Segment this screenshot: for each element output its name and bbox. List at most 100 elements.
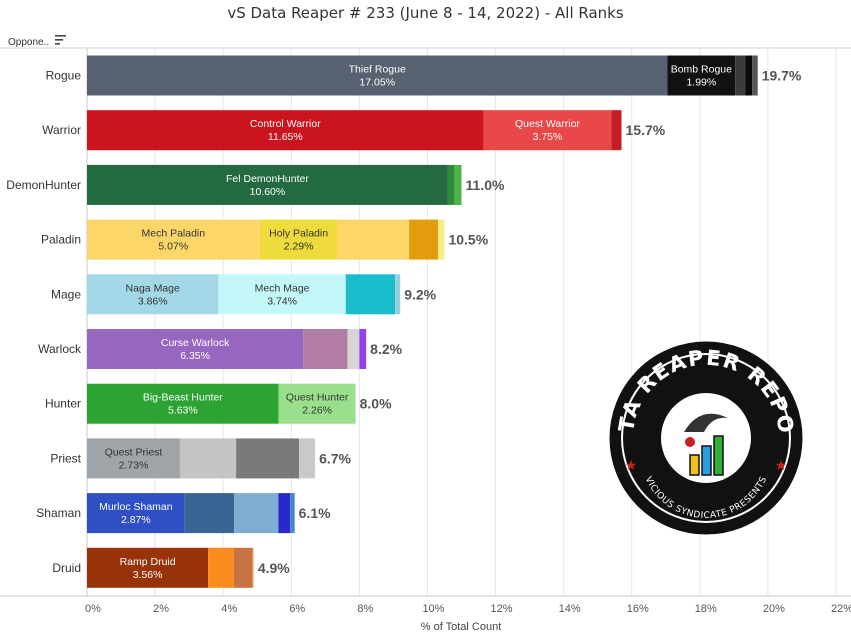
segment-value-label: 3.56% bbox=[133, 569, 163, 581]
segment-value-label: 1.99% bbox=[686, 77, 716, 89]
bar-segment[interactable] bbox=[236, 438, 300, 479]
segment-value-label: 6.35% bbox=[180, 350, 210, 362]
segment-value-label: 2.87% bbox=[121, 514, 151, 526]
bar-segment[interactable] bbox=[87, 274, 219, 315]
bar-segment[interactable] bbox=[667, 55, 736, 96]
segment-value-label: 5.07% bbox=[158, 241, 188, 253]
bar-segment[interactable] bbox=[409, 219, 439, 260]
segment-name-label: Thief Rogue bbox=[349, 64, 406, 76]
bar-segment[interactable] bbox=[179, 438, 237, 479]
bar-segment[interactable] bbox=[345, 274, 396, 315]
bar-segment[interactable] bbox=[278, 493, 291, 534]
segment-value-label: 5.63% bbox=[168, 405, 198, 417]
bar-segment[interactable] bbox=[252, 547, 254, 588]
bar-segment[interactable] bbox=[752, 55, 758, 96]
segment-value-label: 3.86% bbox=[138, 295, 168, 307]
bar-segment[interactable] bbox=[87, 164, 448, 205]
category-label: Hunter bbox=[45, 397, 81, 411]
category-label: Paladin bbox=[41, 233, 81, 247]
bar-segment[interactable] bbox=[87, 329, 304, 369]
bar-segment[interactable] bbox=[87, 55, 668, 96]
bar-segment[interactable] bbox=[184, 493, 235, 534]
bar-segment[interactable] bbox=[483, 110, 612, 151]
segment-name-label: Quest Hunter bbox=[286, 392, 349, 404]
segment-value-label: 3.75% bbox=[533, 131, 563, 143]
svg-text:★: ★ bbox=[775, 457, 788, 473]
segment-name-label: Quest Warrior bbox=[515, 118, 580, 130]
x-tick-label: 20% bbox=[763, 603, 785, 615]
segment-name-label: Curse Warlock bbox=[161, 337, 230, 349]
segment-name-label: Control Warrior bbox=[250, 118, 321, 130]
segment-value-label: 3.74% bbox=[267, 295, 297, 307]
segment-value-label: 10.60% bbox=[250, 186, 286, 198]
bar-segment[interactable] bbox=[233, 547, 253, 588]
segment-value-label: 2.26% bbox=[302, 405, 332, 417]
bar-total-label: 15.7% bbox=[626, 122, 666, 138]
bar-total-label: 4.9% bbox=[258, 560, 290, 576]
bar-segment[interactable] bbox=[278, 383, 356, 424]
segment-name-label: Naga Mage bbox=[126, 282, 180, 294]
x-tick-label: 6% bbox=[289, 603, 305, 615]
bar-total-label: 10.5% bbox=[448, 232, 488, 248]
x-tick-label: 22% bbox=[831, 603, 851, 615]
category-label: Priest bbox=[50, 451, 81, 465]
bar-total-label: 9.2% bbox=[404, 286, 436, 302]
bar-segment[interactable] bbox=[218, 274, 346, 315]
x-tick-labels: 0% 2% 4% 6% 8% 10% 12% 14% 16% 18% 20% 22% bbox=[85, 603, 851, 615]
bar-segment[interactable] bbox=[745, 55, 753, 96]
bar-segment[interactable] bbox=[87, 383, 279, 424]
segment-value-label: 2.73% bbox=[119, 459, 149, 471]
bar-segment[interactable] bbox=[359, 329, 367, 369]
bar-segment[interactable] bbox=[259, 219, 338, 260]
segment-name-label: Quest Priest bbox=[105, 446, 163, 458]
bar-segment[interactable] bbox=[447, 164, 455, 205]
segment-name-label: Ramp Druid bbox=[120, 556, 176, 568]
x-axis-title: % of Total Count bbox=[421, 621, 502, 633]
bar-segment[interactable] bbox=[290, 493, 295, 534]
x-tick-label: 18% bbox=[695, 603, 717, 615]
bar-total-label: 8.2% bbox=[370, 341, 402, 357]
segment-value-label: 11.65% bbox=[268, 131, 303, 143]
bar-segment[interactable] bbox=[87, 547, 209, 588]
x-tick-label: 4% bbox=[221, 603, 237, 615]
bar-total-label: 11.0% bbox=[466, 177, 505, 193]
opponent-header[interactable]: Oppone.. bbox=[8, 35, 66, 48]
bar-segment[interactable] bbox=[234, 493, 279, 534]
segment-name-label: Mech Paladin bbox=[141, 228, 205, 240]
bar-segment[interactable] bbox=[87, 219, 260, 260]
x-tick-label: 0% bbox=[85, 603, 101, 615]
svg-text:★: ★ bbox=[625, 457, 638, 473]
chart-title: vS Data Reaper # 233 (June 8 - 14, 2022)… bbox=[227, 4, 624, 22]
x-tick-label: 14% bbox=[559, 603, 581, 615]
bar-segment[interactable] bbox=[347, 329, 360, 369]
sort-icon[interactable] bbox=[55, 35, 66, 45]
segment-name-label: Mech Mage bbox=[255, 282, 310, 294]
segment-name-label: Holy Paladin bbox=[269, 228, 328, 240]
category-label: Mage bbox=[51, 287, 81, 301]
category-label: Rogue bbox=[46, 69, 82, 83]
bar-segment[interactable] bbox=[454, 164, 462, 205]
x-tick-label: 16% bbox=[627, 603, 649, 615]
bar-total-label: 19.7% bbox=[762, 68, 802, 84]
x-tick-label: 2% bbox=[153, 603, 169, 615]
bar-segment[interactable] bbox=[87, 438, 180, 479]
bar-segment[interactable] bbox=[611, 110, 622, 151]
category-label: DemonHunter bbox=[6, 178, 81, 192]
x-tick-label: 12% bbox=[491, 603, 513, 615]
category-label: Shaman bbox=[36, 506, 81, 520]
x-tick-label: 10% bbox=[422, 603, 444, 615]
bar-segment[interactable] bbox=[87, 110, 484, 151]
bar-segment[interactable] bbox=[303, 329, 348, 369]
bar-segment[interactable] bbox=[395, 274, 401, 315]
bar-segment[interactable] bbox=[735, 55, 746, 96]
segment-name-label: Murloc Shaman bbox=[99, 501, 173, 513]
bar-segment[interactable] bbox=[208, 547, 234, 588]
bar-segment[interactable] bbox=[438, 219, 445, 260]
bar-total-label: 6.1% bbox=[299, 505, 331, 521]
bar-segment[interactable] bbox=[299, 438, 316, 479]
bar-segment[interactable] bbox=[87, 493, 185, 534]
category-label: Warlock bbox=[38, 342, 82, 356]
bar-segment[interactable] bbox=[337, 219, 410, 260]
